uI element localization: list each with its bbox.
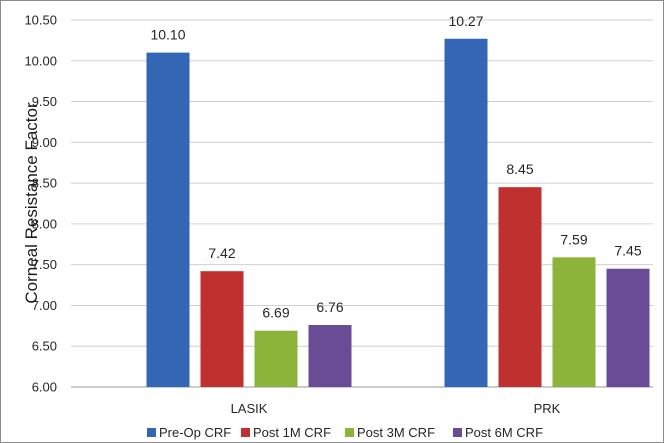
bar-lasik-post-1m-crf	[200, 271, 244, 387]
bar-prk-post-6m-crf	[606, 268, 650, 387]
y-tick-label: 7.50	[32, 257, 57, 272]
y-tick-label: 6.00	[32, 380, 57, 395]
y-tick-label: 8.50	[32, 176, 57, 191]
y-tick-label: 9.50	[32, 94, 57, 109]
y-tick-label: 7.00	[32, 298, 57, 313]
data-labels: 10.10 7.42 6.69 6.76 10.27 8.45 7.59 7.45	[150, 13, 641, 321]
bar-lasik-post-3m-crf	[254, 330, 298, 387]
legend: Pre-Op CRF Post 1M CRF Post 3M CRF Post 6M …	[147, 425, 543, 440]
bar-prk-post-1m-crf	[498, 187, 542, 387]
x-tick-label: LASIK	[231, 401, 268, 416]
legend-swatch	[453, 428, 462, 437]
bar-prk-post-3m-crf	[552, 257, 596, 387]
data-label: 7.42	[208, 245, 235, 261]
data-label: 7.45	[614, 243, 641, 259]
data-label: 7.59	[560, 231, 587, 247]
data-label: 10.10	[150, 27, 185, 43]
legend-swatch	[345, 428, 354, 437]
x-tick-label: PRK	[534, 401, 561, 416]
data-label: 6.69	[262, 305, 289, 321]
data-label: 10.27	[448, 13, 483, 29]
y-tick-label: 10.50	[24, 13, 57, 28]
x-tick-labels: LASIK PRK	[231, 401, 561, 416]
legend-swatch	[147, 428, 156, 437]
legend-swatch	[241, 428, 250, 437]
y-tick-label: 8.00	[32, 216, 57, 231]
y-tick-label: 6.50	[32, 339, 57, 354]
data-label: 8.45	[506, 161, 533, 177]
bar-prk-pre-op-crf	[444, 38, 488, 387]
legend-label: Post 3M CRF	[357, 425, 435, 440]
legend-label: Post 1M CRF	[253, 425, 331, 440]
y-tick-label: 10.00	[24, 53, 57, 68]
bars	[146, 38, 650, 387]
data-label: 6.76	[316, 299, 343, 315]
y-axis-title: Corneal Resistance Factor	[22, 102, 41, 304]
bar-lasik-post-6m-crf	[308, 325, 352, 387]
legend-label: Post 6M CRF	[465, 425, 543, 440]
y-tick-label: 9.00	[32, 135, 57, 150]
y-tick-labels: 6.00 6.50 7.00 7.50 8.00 8.50 9.00 9.50 10.00 10.…	[24, 13, 57, 395]
legend-label: Pre-Op CRF	[159, 425, 231, 440]
bar-lasik-pre-op-crf	[146, 52, 190, 387]
